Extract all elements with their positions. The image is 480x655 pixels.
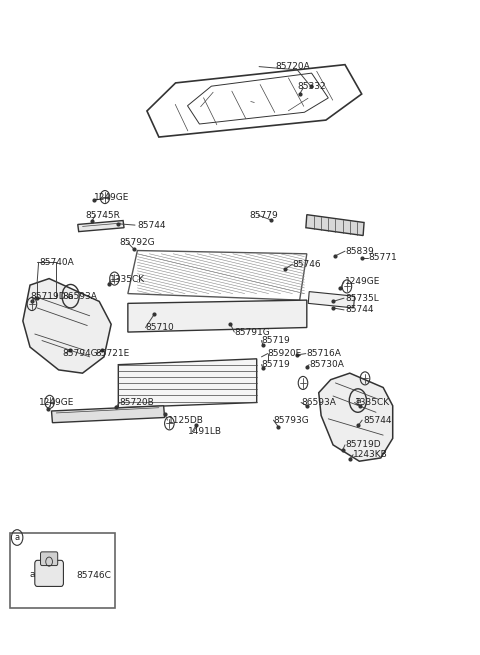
Polygon shape: [319, 373, 393, 461]
Text: a: a: [29, 570, 35, 578]
Text: 85735L: 85735L: [345, 293, 379, 303]
Text: a: a: [68, 291, 73, 301]
Text: 85746C: 85746C: [77, 571, 112, 580]
Polygon shape: [23, 278, 111, 373]
Text: 85719: 85719: [262, 336, 290, 345]
Text: 85332: 85332: [297, 82, 326, 90]
Text: 85771: 85771: [369, 253, 397, 262]
Text: a: a: [14, 533, 20, 542]
Text: 85793G: 85793G: [274, 416, 309, 424]
FancyBboxPatch shape: [35, 560, 63, 586]
Text: 85744: 85744: [137, 221, 166, 230]
Text: 85716A: 85716A: [307, 349, 342, 358]
Text: 1249GE: 1249GE: [38, 398, 74, 407]
Text: 85794G: 85794G: [62, 349, 98, 358]
Text: 85721E: 85721E: [95, 349, 129, 358]
Text: 85720A: 85720A: [276, 62, 311, 71]
Text: 1249GE: 1249GE: [95, 193, 130, 202]
Text: 85792G: 85792G: [120, 238, 156, 247]
Text: 1125DB: 1125DB: [168, 416, 204, 424]
Text: 1491LB: 1491LB: [188, 427, 221, 436]
Text: 1243KB: 1243KB: [353, 450, 388, 459]
Text: 86593A: 86593A: [62, 291, 97, 301]
Text: 85779: 85779: [250, 211, 278, 220]
Polygon shape: [306, 215, 364, 236]
Text: 1335CK: 1335CK: [110, 275, 145, 284]
Text: 85719D: 85719D: [345, 440, 381, 449]
Text: 85730A: 85730A: [309, 360, 344, 369]
Polygon shape: [308, 291, 355, 308]
Text: 85710: 85710: [145, 323, 174, 332]
Text: 85719D: 85719D: [30, 291, 66, 301]
Bar: [10, 533, 115, 608]
Polygon shape: [51, 405, 165, 422]
Text: 1335CK: 1335CK: [355, 398, 390, 407]
Polygon shape: [78, 221, 124, 232]
Text: 85744: 85744: [345, 305, 373, 314]
Text: 85745R: 85745R: [85, 211, 120, 220]
Text: 85791G: 85791G: [234, 328, 270, 337]
Text: 85744: 85744: [363, 416, 392, 424]
Text: 85839: 85839: [345, 247, 374, 255]
Polygon shape: [118, 359, 257, 407]
Text: 85746: 85746: [292, 260, 321, 269]
FancyBboxPatch shape: [40, 552, 58, 565]
Text: 85720B: 85720B: [120, 398, 155, 407]
Polygon shape: [128, 300, 307, 332]
Text: 85719: 85719: [262, 360, 290, 369]
Text: 85740A: 85740A: [39, 258, 74, 267]
Text: a: a: [355, 396, 360, 405]
Text: 86593A: 86593A: [301, 398, 336, 407]
Text: 1249GE: 1249GE: [345, 277, 380, 286]
Text: 85920E: 85920E: [268, 349, 302, 358]
